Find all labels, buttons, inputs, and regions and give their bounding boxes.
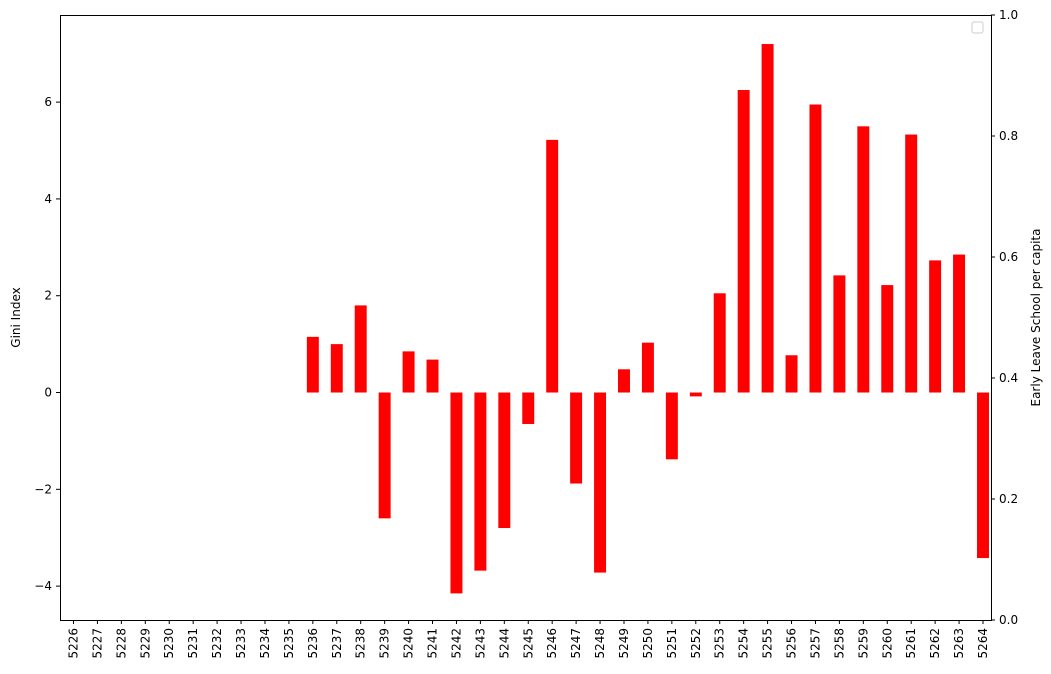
y-tick-label-right: 0.8 (999, 129, 1018, 143)
x-tick-label: 5252 (689, 628, 703, 659)
bar-5244 (498, 392, 511, 529)
y-tick-label-right: 0.0 (999, 613, 1018, 627)
bar-5256 (785, 355, 798, 393)
plot-frame (60, 15, 992, 621)
bar-5242 (450, 392, 463, 594)
x-tick-label: 5243 (473, 628, 487, 659)
x-tick-label: 5229 (138, 628, 152, 659)
y-tick-label-right: 0.2 (999, 492, 1018, 506)
x-ticks-group: 5226 5227 5228 5229 5230 5231 5232 5233 5234 5235… (67, 620, 990, 659)
y-tick-label-right: 0.6 (999, 250, 1018, 264)
x-tick-label: 5231 (186, 628, 200, 659)
plot-area (60, 15, 991, 620)
bar-5260 (881, 285, 894, 393)
x-tick-label: 5258 (832, 628, 846, 659)
bar-5240 (402, 351, 415, 393)
bar-5264 (977, 392, 989, 559)
bar-5257 (809, 104, 822, 393)
x-tick-label: 5245 (521, 628, 535, 659)
bar-5253 (713, 293, 726, 393)
x-tick-label: 5255 (761, 628, 775, 659)
x-tick-label: 5226 (67, 628, 81, 659)
y-tick-label-left: 4 (44, 192, 52, 206)
x-tick-label: 5236 (306, 628, 320, 659)
x-tick-label: 5262 (928, 628, 942, 659)
bar-5263 (953, 254, 966, 393)
bar-5245 (522, 392, 535, 424)
x-tick-label: 5263 (952, 628, 966, 659)
x-tick-label: 5239 (378, 628, 392, 659)
bars-group (306, 44, 989, 594)
x-tick-label: 5227 (90, 628, 104, 659)
x-tick-label: 5247 (569, 628, 583, 659)
bar-5249 (618, 369, 630, 393)
bar-5241 (426, 359, 439, 393)
x-tick-label: 5259 (856, 628, 870, 659)
x-tick-label: 5256 (785, 628, 799, 659)
x-tick-label: 5241 (426, 628, 440, 659)
bar-5246 (546, 139, 559, 393)
y-tick-label-left: 6 (44, 95, 52, 109)
legend-box (971, 21, 984, 34)
y-tick-label-right: 0.4 (999, 371, 1018, 385)
x-tick-label: 5240 (402, 628, 416, 659)
bar-5248 (594, 392, 607, 573)
bar-5261 (905, 134, 918, 393)
y-tick-label-left: 2 (44, 289, 52, 303)
x-tick-label: 5253 (713, 628, 727, 659)
x-tick-label: 5232 (210, 628, 224, 659)
x-tick-label: 5242 (449, 628, 463, 659)
x-tick-label: 5261 (904, 628, 918, 659)
bar-5254 (737, 90, 750, 393)
bar-5239 (378, 392, 391, 519)
bar-5247 (570, 392, 583, 484)
y-tick-label-left: −4 (34, 579, 52, 593)
x-tick-label: 5228 (114, 628, 128, 659)
x-tick-label: 5244 (497, 628, 511, 659)
x-tick-label: 5238 (354, 628, 368, 659)
bar-5243 (474, 392, 487, 571)
x-tick-label: 5249 (617, 628, 631, 659)
bar-5255 (761, 44, 774, 393)
x-tick-label: 5264 (976, 628, 990, 659)
bar-5259 (857, 126, 870, 393)
bar-5252 (689, 392, 702, 397)
bar-5251 (665, 392, 678, 460)
bar-5250 (641, 342, 654, 393)
bar-5258 (833, 275, 846, 393)
x-tick-label: 5234 (258, 628, 272, 659)
x-tick-label: 5235 (282, 628, 296, 659)
y-axis-label-right: Early Leave School per capita (1029, 229, 1043, 407)
x-tick-label: 5237 (330, 628, 344, 659)
bar-5236 (306, 336, 319, 393)
x-tick-label: 5260 (880, 628, 894, 659)
y-ticks-left-group: −4 −2 0 2 4 6 (34, 95, 60, 593)
y-tick-label-left: −2 (34, 482, 52, 496)
y-ticks-right-group: 0.0 0.2 0.4 0.6 0.8 1.0 (991, 8, 1018, 627)
y-tick-label-left: 0 (44, 386, 52, 400)
bar-5237 (330, 344, 343, 393)
x-tick-label: 5250 (641, 628, 655, 659)
x-tick-label: 5246 (545, 628, 559, 659)
x-tick-label: 5248 (593, 628, 607, 659)
bar-5238 (354, 305, 367, 393)
x-tick-label: 5251 (665, 628, 679, 659)
y-tick-label-right: 1.0 (999, 8, 1018, 22)
x-tick-label: 5254 (737, 628, 751, 659)
x-tick-label: 5233 (234, 628, 248, 659)
x-tick-label: 5230 (162, 628, 176, 659)
x-tick-label: 5257 (808, 628, 822, 659)
y-axis-label-left: Gini Index (9, 287, 23, 347)
bar-5262 (929, 260, 942, 393)
